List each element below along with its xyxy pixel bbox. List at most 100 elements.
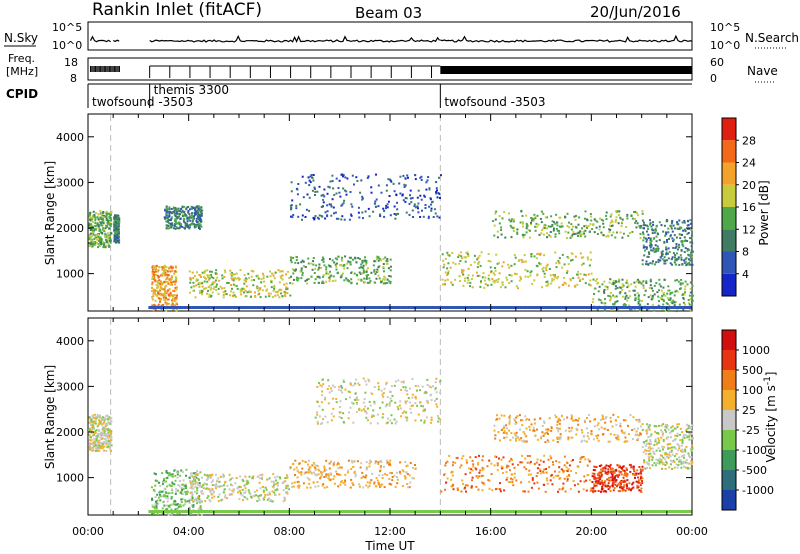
data-pixel [161, 266, 164, 269]
data-pixel [691, 285, 694, 288]
data-pixel [341, 203, 344, 206]
data-pixel [369, 459, 371, 462]
ground-pixel [646, 306, 649, 309]
data-pixel [536, 472, 539, 474]
data-pixel [503, 211, 506, 213]
data-pixel [92, 243, 95, 246]
data-pixel [420, 198, 423, 201]
data-pixel [151, 265, 154, 267]
ground-pixel [308, 306, 310, 309]
data-pixel [615, 216, 618, 219]
data-pixel [207, 488, 210, 491]
data-pixel [103, 445, 106, 448]
ground-pixel [509, 306, 512, 309]
data-pixel [667, 289, 669, 292]
data-pixel [306, 471, 309, 474]
data-pixel [643, 236, 645, 239]
data-pixel [291, 463, 294, 465]
data-pixel [643, 294, 646, 297]
data-pixel [391, 476, 394, 478]
data-pixel [555, 213, 558, 216]
ground-pixel [541, 306, 543, 309]
data-pixel [162, 288, 165, 291]
data-pixel [330, 389, 333, 392]
data-pixel [676, 248, 679, 251]
data-pixel [321, 394, 324, 397]
data-pixel [312, 216, 315, 219]
data-pixel [687, 258, 690, 261]
data-pixel [410, 201, 413, 204]
data-pixel [191, 484, 194, 487]
data-pixel [442, 259, 445, 262]
data-pixel [272, 289, 275, 292]
data-pixel [274, 476, 277, 479]
data-pixel [411, 197, 414, 199]
data-pixel [102, 430, 105, 433]
data-pixel [389, 265, 392, 268]
data-pixel [273, 286, 276, 289]
ground-pixel [564, 306, 567, 309]
data-pixel [687, 299, 690, 301]
data-pixel [174, 280, 177, 283]
data-pixel [646, 308, 648, 311]
data-pixel [364, 410, 367, 413]
data-pixel [377, 388, 380, 391]
ground-pixel [508, 306, 510, 309]
data-pixel [521, 215, 524, 217]
data-pixel [451, 474, 454, 477]
nave-tick-bottom: 0 [710, 72, 717, 85]
data-pixel [330, 412, 333, 415]
data-pixel [206, 477, 209, 480]
data-pixel [395, 420, 398, 423]
data-pixel [224, 271, 227, 274]
noise-left-tick-top: 10^5 [52, 21, 82, 34]
data-pixel [385, 204, 388, 207]
data-pixel [539, 217, 542, 220]
data-pixel [168, 222, 171, 225]
data-pixel [294, 261, 297, 264]
data-pixel [102, 429, 105, 432]
data-pixel [586, 464, 589, 467]
ground-pixel [573, 306, 576, 309]
data-pixel [110, 434, 112, 437]
data-pixel [390, 483, 393, 486]
data-pixel [105, 210, 108, 213]
data-pixel [444, 464, 447, 467]
data-pixel [90, 423, 93, 426]
data-pixel [645, 280, 648, 283]
ground-pixel [199, 306, 202, 309]
data-pixel [688, 248, 691, 251]
data-pixel [163, 477, 165, 480]
ground-pixel [344, 306, 347, 309]
data-pixel [558, 257, 561, 260]
ground-pixel [327, 306, 329, 309]
data-pixel [171, 482, 174, 485]
ground-pixel [562, 306, 564, 309]
data-pixel [567, 263, 570, 266]
ground-pixel [512, 306, 514, 309]
ground-pixel [471, 306, 474, 309]
data-pixel [177, 489, 179, 492]
data-pixel [419, 389, 421, 392]
data-pixel [347, 390, 350, 393]
data-pixel [337, 473, 340, 476]
data-pixel [308, 471, 310, 474]
data-pixel [406, 473, 409, 475]
data-pixel [610, 234, 613, 237]
data-pixel [291, 199, 294, 202]
ground-pixel [663, 306, 665, 309]
data-pixel [388, 483, 391, 485]
data-pixel [533, 279, 536, 282]
data-pixel [536, 214, 539, 217]
data-pixel [653, 284, 656, 287]
data-pixel [295, 187, 298, 190]
data-pixel [423, 195, 426, 198]
data-pixel [477, 488, 480, 491]
data-pixel [575, 472, 578, 474]
colorbar-tick-label: 8 [742, 246, 749, 259]
data-pixel [104, 246, 107, 249]
data-pixel [286, 292, 289, 295]
ground-pixel [393, 306, 396, 309]
ground-pixel [568, 306, 571, 309]
data-pixel [677, 256, 680, 259]
